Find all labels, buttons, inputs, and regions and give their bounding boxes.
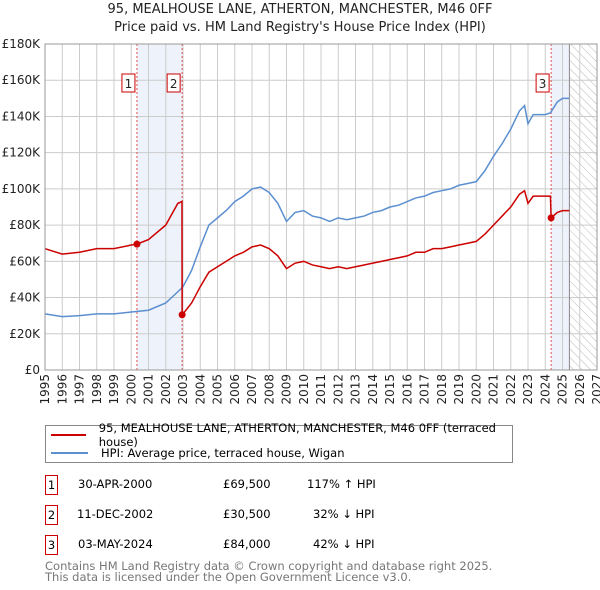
sale-point [178, 311, 186, 319]
x-tick-label: 2010 [297, 374, 311, 405]
sale-marker-label: 3 [45, 535, 58, 555]
sale-date: 30-APR-2000 [78, 477, 153, 491]
footer-licence: This data is licensed under the Open Gov… [45, 570, 412, 584]
y-tick-label: £60K [9, 254, 41, 268]
x-tick-label: 2023 [521, 374, 535, 405]
y-tick-label: £20K [9, 327, 41, 341]
x-tick-label: 2026 [573, 374, 587, 405]
x-tick-label: 2005 [211, 374, 225, 405]
sale-hpi-diff: 32% ↓ HPI [313, 507, 375, 521]
sale-label-box [535, 73, 550, 93]
x-tick-label: 2007 [245, 374, 259, 405]
x-tick-label: 2020 [469, 374, 483, 405]
x-tick-label: 1999 [107, 374, 121, 405]
legend-item-property: 95, MEALHOUSE LANE, ATHERTON, MANCHESTER… [46, 421, 512, 449]
y-tick-label: £80K [9, 218, 41, 232]
x-tick-label: 1998 [90, 374, 104, 405]
property-price-line [44, 189, 570, 317]
chart-title: 95, MEALHOUSE LANE, ATHERTON, MANCHESTER… [107, 2, 493, 17]
x-tick-label: 2013 [349, 374, 363, 405]
x-tick-label: 2016 [400, 374, 414, 405]
sale-hpi-diff: 42% ↓ HPI [313, 537, 375, 551]
x-tick-label: 2001 [142, 374, 156, 405]
y-tick-label: £180K [2, 37, 42, 51]
sale-date: 11-DEC-2002 [77, 507, 154, 521]
sale-label-box [166, 73, 181, 93]
x-tick-label: 1996 [55, 374, 69, 405]
y-tick-label: £140K [2, 109, 42, 123]
x-tick-label: 2015 [383, 374, 397, 405]
sale-date: 03-MAY-2024 [78, 537, 153, 551]
x-tick-label: 2014 [366, 374, 380, 405]
sale-period-shade [136, 44, 183, 370]
footer-copyright: Contains HM Land Registry data © Crown c… [45, 559, 493, 573]
x-tick-label: 2012 [331, 374, 345, 405]
y-tick-label: £120K [2, 146, 42, 160]
sale-marker-label: 1 [45, 475, 58, 495]
sale-point [547, 214, 555, 222]
legend-label-property: 95, MEALHOUSE LANE, ATHERTON, MANCHESTER… [98, 421, 496, 449]
sale-label: 2 [170, 77, 178, 91]
y-tick-label: £0 [25, 363, 40, 377]
x-tick-label: 2019 [452, 374, 466, 405]
sale-point [133, 240, 141, 248]
x-tick-label: 2017 [418, 374, 432, 405]
x-tick-label: 2002 [159, 374, 173, 405]
sale-row: 3 03-MAY-2024 £84,000 42% ↓ HPI [45, 535, 445, 557]
x-tick-label: 2003 [176, 374, 190, 405]
sale-price: £84,000 [223, 537, 271, 551]
y-tick-label: £160K [2, 73, 42, 87]
price-chart: 1995 1996 1997 1998 1999 2000 2001 2002 2003 2004… [2, 37, 600, 405]
x-tick-label: 2027 [590, 374, 600, 405]
x-tick-label: 2025 [556, 374, 570, 405]
sale-label: 3 [539, 77, 547, 91]
legend-item-hpi: HPI: Average price, terraced house, Wiga… [46, 444, 345, 462]
x-tick-label: 2006 [228, 374, 242, 405]
sale-row: 1 30-APR-2000 £69,500 117% ↑ HPI [45, 475, 445, 497]
sale-price: £69,500 [223, 477, 271, 491]
legend-swatch-property [51, 434, 86, 436]
sale-price: £30,500 [223, 507, 271, 521]
x-tick-label: 1995 [38, 374, 52, 405]
sale-marker-label: 2 [45, 505, 58, 525]
legend-label-hpi: HPI: Average price, terraced house, Wiga… [101, 446, 345, 460]
sale-row: 2 11-DEC-2002 £30,500 32% ↓ HPI [45, 505, 445, 527]
sale-label: 1 [125, 77, 133, 91]
x-tick-label: 1997 [73, 374, 87, 405]
y-tick-label: £40K [9, 291, 41, 305]
y-tick-label: £100K [2, 182, 42, 196]
sale-hpi-diff: 117% ↑ HPI [307, 477, 376, 491]
plot-frame [44, 43, 598, 371]
sale-period-shade [551, 44, 570, 370]
x-tick-label: 2009 [280, 374, 294, 405]
x-tick-label: 2011 [314, 374, 328, 405]
x-tick-label: 2004 [193, 374, 207, 405]
x-tick-label: 2000 [124, 374, 138, 405]
x-tick-label: 2018 [435, 374, 449, 405]
chart-subtitle: Price paid vs. HM Land Registry's House … [114, 20, 486, 35]
x-tick-label: 2021 [487, 374, 501, 405]
x-tick-label: 2008 [262, 374, 276, 405]
hpi-line [44, 97, 570, 318]
forecast-hatch [569, 44, 597, 370]
sale-label-box [121, 73, 136, 93]
x-tick-label: 2024 [538, 374, 552, 405]
legend: 95, MEALHOUSE LANE, ATHERTON, MANCHESTER… [45, 421, 513, 463]
x-tick-label: 2022 [504, 374, 518, 405]
legend-swatch-hpi [51, 452, 88, 454]
